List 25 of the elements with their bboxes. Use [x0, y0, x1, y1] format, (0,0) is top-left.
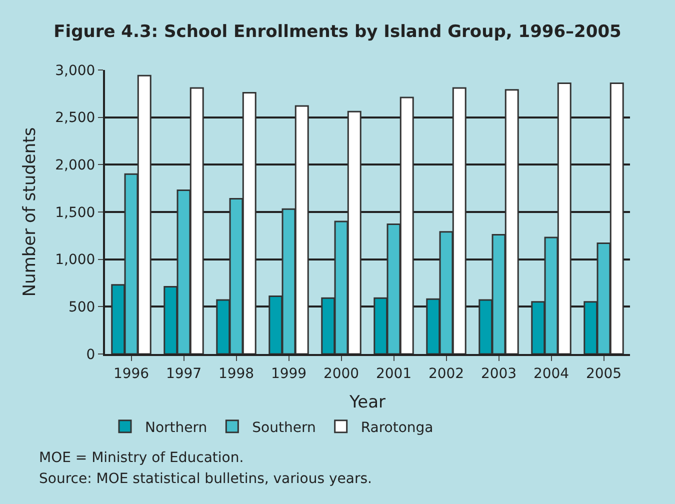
x-axis-title: Year	[348, 392, 386, 413]
x-tick-label: 2005	[586, 366, 622, 382]
text: MOE = Ministry of Education.	[39, 450, 244, 466]
y-tick-label: 500	[68, 300, 96, 316]
chart-title: Figure 4.3: School Enrollments by Island Group, 1996–2005	[54, 22, 622, 42]
x-tick-label: 2002	[428, 366, 464, 382]
x-tick-label: 2000	[323, 366, 360, 382]
y-axis-title: Number of students	[20, 127, 40, 297]
legend-label: Southern	[252, 420, 316, 436]
source-note: Source: MOE statistical bulletins, various years.	[39, 471, 372, 487]
x-tick-label: 2003	[480, 366, 517, 382]
legend-label: Rarotonga	[360, 420, 434, 436]
x-tick-label: 1999	[270, 366, 307, 382]
x-tick-label: 2004	[533, 366, 570, 382]
y-tick-label: 1,500	[55, 204, 96, 221]
x-tick-label: 1996	[113, 366, 150, 382]
x-tick-label: 2001	[376, 366, 412, 382]
y-tick-label: 2,500	[55, 110, 96, 126]
x-tick-label: 1997	[166, 366, 202, 382]
y-tick-label: 1,000	[55, 252, 96, 268]
y-tick-label: 3,000	[55, 62, 96, 79]
x-tick-label: 1998	[218, 366, 254, 382]
y-tick-label: 0	[86, 346, 96, 363]
y-tick-label: 2,000	[55, 158, 96, 174]
legend-label: Northern	[145, 420, 208, 436]
